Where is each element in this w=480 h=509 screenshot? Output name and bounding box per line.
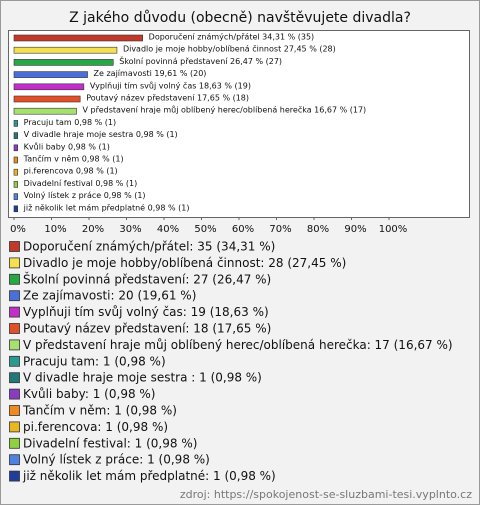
- x-tick-label: 30%: [119, 224, 141, 235]
- bar-label: Poutavý název představení 17,65 % (18): [86, 94, 249, 103]
- bar: [13, 181, 18, 188]
- legend-swatch: [9, 437, 20, 449]
- bar: [13, 120, 18, 127]
- x-tick-label: 10%: [44, 224, 66, 235]
- legend-swatch: [9, 257, 20, 269]
- x-tick-label: 100%: [379, 224, 408, 235]
- legend-label: Divadelní festival: 1 (0,98 %): [23, 436, 197, 450]
- bar-label: pi.ferencova 0,98 % (1): [24, 167, 118, 176]
- bar: [13, 71, 88, 78]
- bar-label: Divadlo je moje hobby/oblíbená činnost 2…: [123, 44, 336, 54]
- legend-swatch: [9, 405, 20, 416]
- chart-title: Z jakého důvodu (obecně) navštěvujete di…: [69, 10, 411, 26]
- x-tick-label: 20%: [82, 224, 104, 235]
- bar-label: Školní povinná představení 26,47 % (27): [119, 55, 282, 66]
- bar: [13, 59, 114, 66]
- legend-label: V divadle hraje moje sestra : 1 (0,98 %): [23, 371, 262, 385]
- legend-swatch: [9, 339, 20, 351]
- bar-label: V představení hraje můj oblíbený herec/o…: [83, 105, 367, 115]
- legend-swatch: [9, 306, 20, 318]
- legend-label: V představení hraje můj oblíbený herec/o…: [23, 338, 453, 352]
- legend-label: Doporučení známých/přátel: 35 (34,31 %): [23, 240, 275, 254]
- bar-label: V divadle hraje moje sestra 0,98 % (1): [24, 130, 178, 139]
- legend-label: Vyplňuji tím svůj volný čas: 19 (18,63 %…: [23, 305, 269, 319]
- legend-label: Pracuju tam: 1 (0,98 %): [23, 354, 166, 368]
- bar-label: Tančím v něm 0,98 % (1): [23, 154, 124, 164]
- bar-label: Doporučení známých/přátel 34,31 % (35): [149, 32, 315, 42]
- legend-label: Tančím v něm: 1 (0,98 %): [22, 404, 177, 418]
- bar: [13, 34, 143, 42]
- bar-label: Ze zajímavosti 19,61 % (20): [94, 69, 207, 78]
- x-tick-label: 80%: [307, 224, 329, 235]
- bar-label: Pracuju tam 0,98 % (1): [24, 118, 116, 127]
- bar: [13, 205, 18, 213]
- legend-swatch: [9, 388, 20, 400]
- bar: [13, 193, 18, 200]
- legend-swatch: [9, 421, 20, 433]
- x-tick-label: 0%: [10, 224, 26, 235]
- bar-label: Vyplňuji tím svůj volný čas 18,63 % (19): [90, 80, 251, 90]
- legend-label: Kvůli baby: 1 (0,98 %): [23, 387, 155, 401]
- x-tick-label: 60%: [232, 224, 254, 235]
- bar-label: již několik let mám předplatné 0,98 % (1…: [23, 202, 190, 212]
- x-tick-label: 70%: [269, 224, 291, 235]
- legend-swatch: [9, 290, 20, 302]
- bar-label: Kvůli baby 0,98 % (1): [24, 141, 110, 151]
- bar: [13, 46, 118, 54]
- x-tick-label: 40%: [157, 224, 179, 235]
- legend-swatch: [9, 372, 20, 384]
- legend-swatch: [9, 323, 20, 334]
- bar: [13, 83, 85, 91]
- bar: [13, 107, 77, 115]
- bar: [13, 132, 18, 139]
- x-tick-label: 90%: [344, 224, 366, 235]
- legend-swatch: [9, 454, 20, 466]
- bar: [13, 95, 81, 103]
- bar: [13, 144, 18, 152]
- legend-label: Školní povinná představení: 27 (26,47 %): [23, 271, 271, 286]
- legend-label: Divadlo je moje hobby/oblíbená činnost: …: [23, 256, 346, 270]
- bar: [13, 168, 18, 176]
- legend-swatch: [9, 355, 20, 367]
- bar: [13, 156, 18, 164]
- legend-swatch: [9, 241, 20, 252]
- legend-label: Ze zajímavosti: 20 (19,61 %): [23, 289, 196, 303]
- legend-label: Volný lístek z práce: 1 (0,98 %): [23, 453, 210, 467]
- bar-label: Divadelní festival 0,98 % (1): [24, 179, 138, 188]
- legend-label: již několik let mám předplatné: 1 (0,98 …: [22, 469, 276, 483]
- legend-label: pi.ferencova: 1 (0,98 %): [23, 420, 168, 434]
- legend-swatch: [9, 273, 20, 285]
- legend-label: Poutavý název představení: 18 (17,65 %): [23, 322, 271, 336]
- source: zdroj: https://spokojenost-se-sluzbami-t…: [180, 488, 472, 501]
- bar-label: Volný lístek z práce 0,98 % (1): [24, 191, 146, 200]
- x-tick-label: 50%: [194, 224, 216, 235]
- legend-swatch: [9, 470, 20, 482]
